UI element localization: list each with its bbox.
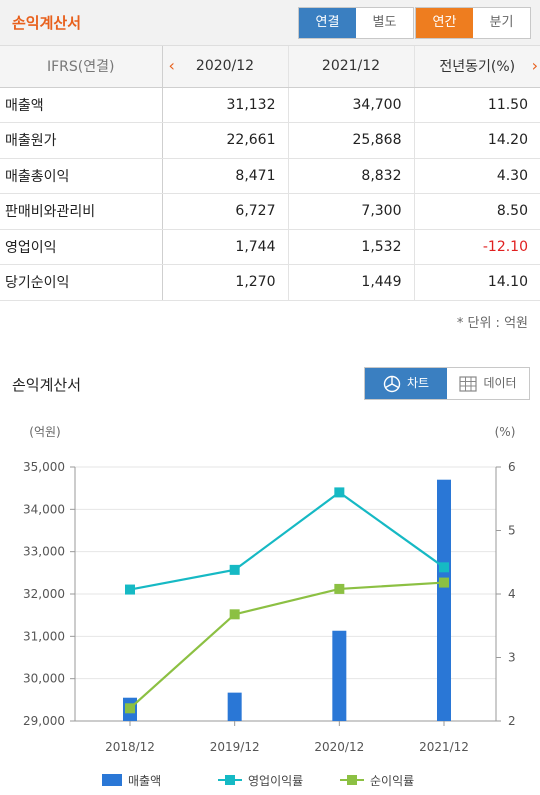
legend-swatch-sales — [102, 774, 122, 786]
right-tick-label: 6 — [508, 460, 516, 474]
value-yoy: 11.50 — [414, 87, 540, 123]
column-header-basis: IFRS(연결) — [0, 46, 163, 88]
data-view-button[interactable]: 데이터 — [447, 368, 529, 399]
quarter-button[interactable]: 분기 — [489, 15, 514, 30]
row-label: 매출액 — [0, 87, 163, 123]
right-tick-label: 4 — [508, 587, 516, 601]
left-tick-label: 33,000 — [23, 545, 65, 559]
line-net-margin — [129, 581, 445, 710]
left-tick-label: 32,000 — [23, 587, 65, 601]
point-net-margin — [229, 609, 240, 620]
row-label: 매출원가 — [0, 122, 163, 159]
column-header-yoy: 전년동기(%) › — [414, 46, 540, 88]
consolidated-button[interactable]: 연결 — [299, 8, 356, 38]
table-row: 영업이익 1,744 1,532 -12.10 — [0, 229, 540, 265]
left-tick-label: 35,000 — [23, 460, 65, 474]
point-operating-margin — [334, 487, 345, 498]
table-row: 당기순이익 1,270 1,449 14.10 — [0, 264, 540, 301]
left-tick-label: 34,000 — [23, 502, 65, 516]
row-label: 영업이익 — [0, 229, 163, 265]
value-2020: 31,132 — [162, 87, 289, 123]
chevron-right-icon[interactable]: › — [531, 56, 538, 75]
value-yoy: 8.50 — [414, 193, 540, 230]
left-tick-label: 29,000 — [23, 714, 65, 728]
x-tick-label: 2019/12 — [210, 740, 260, 754]
right-tick-label: 2 — [508, 714, 516, 728]
table-row: 판매비와관리비 6,727 7,300 8.50 — [0, 193, 540, 230]
value-yoy: -12.10 — [414, 229, 540, 265]
value-2021: 1,449 — [288, 264, 415, 301]
bar-sales — [227, 692, 242, 721]
legend-swatch-net-margin — [347, 775, 357, 785]
value-2020: 6,727 — [162, 193, 289, 230]
right-tick-label: 5 — [508, 524, 516, 538]
period-toggle: 연간 분기 — [415, 7, 531, 39]
value-2020: 1,270 — [162, 264, 289, 301]
column-header-2021: 2021/12 — [288, 46, 415, 88]
chevron-left-icon[interactable]: ‹ — [168, 56, 175, 75]
right-tick-label: 3 — [508, 651, 516, 665]
income-statement-table: IFRS(연결) ‹ 2020/12 2021/12 전년동기(%) › 매출액… — [0, 46, 540, 301]
row-label: 매출총이익 — [0, 158, 163, 194]
chart-view-button[interactable]: 차트 — [365, 368, 447, 399]
left-tick-label: 31,000 — [23, 629, 65, 643]
legend-label-sales: 매출액 — [128, 774, 161, 788]
legend-label-op-margin: 영업이익률 — [248, 774, 303, 788]
value-yoy: 14.20 — [414, 122, 540, 159]
table-row: 매출총이익 8,471 8,832 4.30 — [0, 158, 540, 194]
table-row: 매출원가 22,661 25,868 14.20 — [0, 122, 540, 159]
value-2020: 1,744 — [162, 229, 289, 265]
value-2021: 7,300 — [288, 193, 415, 230]
bar-sales — [332, 630, 347, 721]
chart-section-title: 손익계산서 — [12, 376, 82, 394]
line-operating-margin — [129, 491, 445, 591]
table-row: 매출액 31,132 34,700 11.50 — [0, 87, 540, 123]
point-net-margin — [125, 703, 135, 714]
point-operating-margin — [125, 584, 135, 595]
x-tick-label: 2018/12 — [105, 740, 155, 754]
left-unit-label: (억원) — [29, 425, 60, 439]
value-2021: 8,832 — [288, 158, 415, 194]
value-2021: 25,868 — [288, 122, 415, 159]
annual-button[interactable]: 연간 — [416, 8, 473, 38]
point-net-margin — [334, 583, 345, 594]
unit-note: * 단위 : 억원 — [456, 316, 528, 331]
table-header-row: IFRS(연결) ‹ 2020/12 2021/12 전년동기(%) › — [0, 46, 540, 88]
left-tick-label: 30,000 — [23, 672, 65, 686]
value-2021: 1,532 — [288, 229, 415, 265]
view-toggle: 차트 데이터 — [364, 367, 530, 400]
column-header-2020: ‹ 2020/12 — [162, 46, 289, 88]
row-label: 당기순이익 — [0, 264, 163, 301]
legend-swatch-op-margin — [225, 775, 235, 785]
point-net-margin — [439, 577, 449, 588]
value-2021: 34,700 — [288, 87, 415, 123]
value-yoy: 4.30 — [414, 158, 540, 194]
point-operating-margin — [229, 564, 240, 575]
value-2020: 22,661 — [162, 122, 289, 159]
right-unit-label: (%) — [495, 425, 516, 439]
bar-sales — [437, 479, 451, 721]
value-2020: 8,471 — [162, 158, 289, 194]
separate-button[interactable]: 별도 — [372, 15, 397, 30]
legend-label-net-margin: 순이익률 — [370, 774, 414, 788]
x-tick-label: 2020/12 — [314, 740, 364, 754]
point-operating-margin — [439, 562, 449, 573]
income-chart: (억원) (%) 29,000 30,000 31,000 32,000 33,000 34,… — [23, 425, 516, 788]
pie-chart-icon — [383, 375, 401, 392]
consolidation-toggle: 연결 별도 — [298, 7, 414, 39]
table-grid-icon — [459, 375, 478, 392]
row-label: 판매비와관리비 — [0, 193, 163, 230]
header-bar: 손익계산서 연결 별도 연간 분기 — [0, 0, 540, 46]
page-title: 손익계산서 — [12, 14, 82, 32]
value-yoy: 14.10 — [414, 264, 540, 301]
x-tick-label: 2021/12 — [419, 740, 469, 754]
